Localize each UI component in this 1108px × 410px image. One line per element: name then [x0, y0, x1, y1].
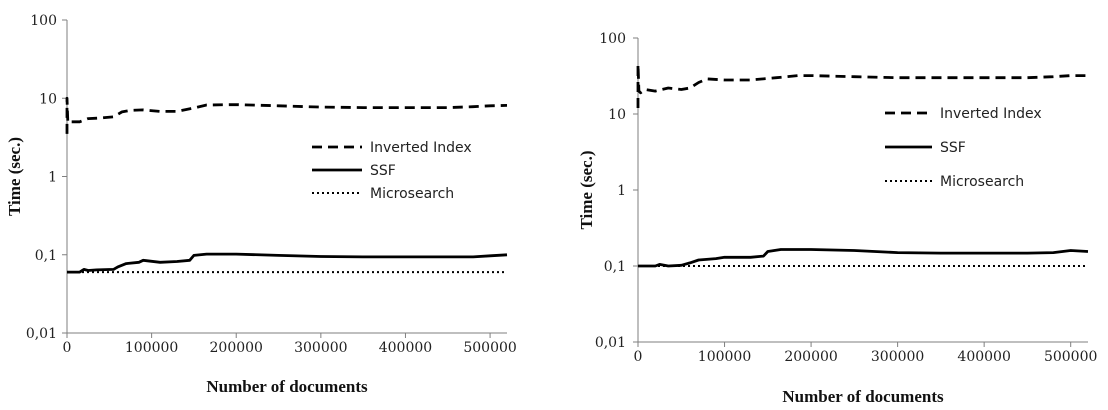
x-axis-title: Number of documents	[206, 377, 368, 396]
y-tick-label: 1	[617, 183, 626, 199]
series-line-ssf	[67, 252, 508, 274]
legend-label-microsearch: Microsearch	[370, 186, 454, 202]
x-tick-label: 400000	[379, 340, 432, 356]
y-tick-label: 100	[599, 31, 626, 47]
y-tick-label: 1	[48, 170, 57, 186]
y-axis-title: Time (sec.)	[5, 137, 24, 216]
x-axis-title: Number of documents	[782, 387, 944, 406]
x-tick-label: 100000	[125, 340, 178, 356]
x-tick-label: 300000	[294, 340, 347, 356]
y-tick-label: 0,01	[26, 326, 57, 342]
y-tick-label: 100	[30, 13, 57, 29]
x-tick-label: 500000	[1044, 349, 1097, 365]
series-line-ssf	[638, 248, 1089, 268]
legend-label-inverted-index: Inverted Index	[940, 106, 1042, 122]
x-tick-label: 0	[634, 349, 643, 365]
x-tick-label: 100000	[698, 349, 751, 365]
y-tick-label: 10	[39, 91, 57, 107]
chart-1: 0,01 0,1 1 10 100 0 100000 200000 300000 400000 50…	[5, 13, 517, 396]
y-tick-label: 10	[608, 107, 626, 123]
series-line-inverted-index	[636, 63, 1088, 108]
x-tick-label: 400000	[957, 349, 1010, 365]
x-tick-label: 0	[63, 340, 72, 356]
x-tick-label: 200000	[784, 349, 837, 365]
y-tick-label: 0,01	[595, 335, 626, 351]
y-tick-label: 0,1	[35, 248, 57, 264]
legend-label-ssf: SSF	[940, 140, 966, 156]
y-axis-title: Time (sec.)	[577, 151, 596, 230]
legend-label-microsearch: Microsearch	[940, 174, 1024, 190]
legend-label-inverted-index: Inverted Index	[370, 140, 472, 156]
series-line-inverted-index	[65, 96, 508, 134]
x-tick-label: 200000	[210, 340, 263, 356]
x-tick-label: 300000	[871, 349, 924, 365]
x-tick-label: 500000	[463, 340, 516, 356]
chart-2: 0,01 0,1 1 10 100 0 100000 200000 300000 400000 50…	[577, 31, 1097, 406]
legend-label-ssf: SSF	[370, 163, 396, 179]
y-tick-label: 0,1	[604, 259, 626, 275]
